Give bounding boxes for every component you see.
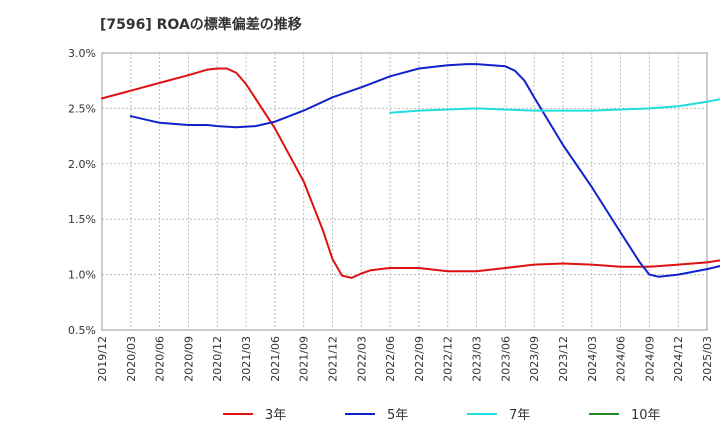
- legend-label: 5年: [387, 408, 408, 423]
- series-line-3: [389, 98, 720, 114]
- x-tick-label: 2020/03: [125, 336, 138, 382]
- series-line-2: [129, 63, 720, 278]
- x-tick-label: 2019/12: [96, 336, 109, 382]
- x-tick-label: 2022/12: [442, 336, 455, 382]
- x-tick-label: 2024/06: [615, 336, 628, 382]
- y-tick-label: 2.5%: [68, 102, 96, 115]
- x-tick-label: 2024/03: [586, 336, 599, 382]
- x-tick-label: 2020/09: [182, 336, 195, 382]
- x-tick-label: 2023/06: [499, 336, 512, 382]
- x-tick-label: 2025/03: [701, 336, 714, 382]
- series-layer: [101, 63, 720, 279]
- y-axis-ticks: 0.5% 1.0% 1.5% 2.0% 2.5% 3.0%: [68, 47, 96, 337]
- y-tick-label: 2.0%: [68, 158, 96, 171]
- x-tick-label: 2021/03: [240, 336, 253, 382]
- legend: 3年 5年 7年 10年: [223, 408, 661, 423]
- grid-layer: [102, 53, 707, 330]
- y-tick-label: 1.0%: [68, 269, 96, 282]
- legend-label: 7年: [509, 408, 530, 423]
- x-tick-label: 2021/12: [326, 336, 339, 382]
- legend-label: 3年: [265, 408, 286, 423]
- x-tick-label: 2020/06: [154, 336, 167, 382]
- chart-title: [7596] ROAの標準偏差の推移: [100, 17, 302, 33]
- legend-label: 10年: [631, 408, 661, 423]
- x-tick-label: 2024/09: [643, 336, 656, 382]
- x-tick-label: 2020/12: [211, 336, 224, 382]
- x-tick-label: 2023/12: [557, 336, 570, 382]
- x-tick-label: 2021/09: [298, 336, 311, 382]
- x-tick-label: 2023/03: [471, 336, 484, 382]
- plot-area: [101, 52, 708, 331]
- y-tick-label: 3.0%: [68, 47, 96, 60]
- series-line-1: [101, 67, 720, 279]
- y-tick-label: 1.5%: [68, 213, 96, 226]
- x-axis-ticks: 2019/12 2020/03 2020/06 2020/09 2020/12 2021/…: [96, 336, 714, 382]
- x-tick-label: 2022/09: [413, 336, 426, 382]
- x-tick-label: 2024/12: [672, 336, 685, 382]
- y-tick-label: 0.5%: [68, 324, 96, 337]
- x-tick-label: 2022/06: [384, 336, 397, 382]
- x-tick-label: 2023/09: [528, 336, 541, 382]
- x-tick-label: 2021/06: [269, 336, 282, 382]
- x-tick-label: 2022/03: [355, 336, 368, 382]
